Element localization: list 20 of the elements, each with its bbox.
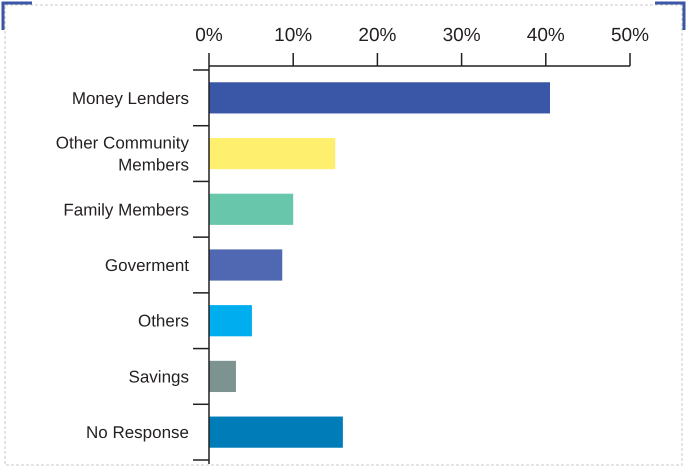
bar <box>209 82 550 114</box>
x-tick-label: 50% <box>610 25 650 46</box>
bar <box>209 249 282 281</box>
x-tick-label: 30% <box>442 25 481 46</box>
x-tick-label: 0% <box>195 25 223 46</box>
y-tick-label: Family Members <box>63 200 189 219</box>
y-tick-label: No Response <box>86 422 189 442</box>
bar <box>209 194 294 225</box>
bar <box>209 138 336 170</box>
x-tick-label: 40% <box>526 25 565 46</box>
x-tick-label: 20% <box>358 25 397 46</box>
x-tick-label: 10% <box>274 25 312 46</box>
y-tick-label: Money Lenders <box>72 88 189 108</box>
y-tick-label: Savings <box>128 366 189 386</box>
y-tick-label: Others <box>138 311 189 330</box>
y-tick-label: Other Community Members <box>56 133 190 174</box>
y-tick-label: Goverment <box>104 256 190 274</box>
bar <box>209 305 252 336</box>
bar <box>209 416 343 448</box>
bar <box>209 360 236 392</box>
